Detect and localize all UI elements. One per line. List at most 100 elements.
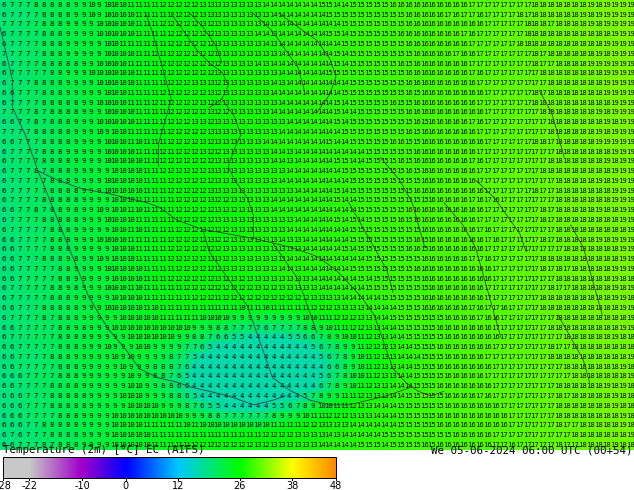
Text: 12: 12: [190, 442, 198, 448]
Text: 15: 15: [404, 119, 413, 125]
Text: 14: 14: [332, 129, 341, 135]
Text: 9: 9: [152, 393, 157, 399]
Text: 17: 17: [483, 71, 492, 76]
Text: 16: 16: [436, 168, 444, 174]
Text: 9: 9: [97, 188, 101, 194]
Text: 17: 17: [491, 207, 500, 213]
Text: 17: 17: [475, 168, 484, 174]
Text: 6: 6: [10, 207, 14, 213]
Text: 17: 17: [531, 197, 540, 203]
Text: 18: 18: [586, 256, 595, 262]
Text: 10: 10: [119, 12, 127, 18]
Text: 15: 15: [372, 207, 381, 213]
Text: 8: 8: [49, 31, 54, 37]
Text: 13: 13: [356, 305, 365, 311]
Text: 15: 15: [364, 12, 373, 18]
Text: 19: 19: [602, 61, 611, 67]
Text: 13: 13: [214, 217, 223, 223]
Text: 8: 8: [192, 334, 197, 341]
Text: 9: 9: [81, 158, 86, 164]
Text: 10: 10: [134, 188, 143, 194]
Text: 11: 11: [142, 276, 151, 282]
Text: 18: 18: [570, 393, 579, 399]
Text: 17: 17: [467, 41, 476, 47]
Text: 12: 12: [174, 237, 183, 243]
Text: 16: 16: [459, 413, 468, 418]
Text: 16: 16: [427, 22, 436, 27]
Text: 7: 7: [25, 403, 30, 409]
Text: 13: 13: [237, 99, 246, 106]
Text: 18: 18: [578, 129, 587, 135]
Text: 15: 15: [332, 109, 341, 116]
Text: 12: 12: [198, 178, 207, 184]
Text: 11: 11: [277, 305, 286, 311]
Text: 11: 11: [166, 442, 175, 448]
Text: 19: 19: [618, 295, 626, 301]
Text: 11: 11: [166, 197, 175, 203]
Text: 4: 4: [240, 383, 244, 389]
Text: 12: 12: [182, 266, 191, 272]
Text: 11: 11: [150, 237, 159, 243]
Text: 13: 13: [221, 148, 230, 154]
Text: 16: 16: [420, 31, 429, 37]
Text: 19: 19: [626, 217, 634, 223]
Text: 6: 6: [2, 217, 6, 223]
Text: 7: 7: [25, 315, 30, 321]
Text: 15: 15: [332, 31, 341, 37]
Text: 5: 5: [208, 403, 212, 409]
Text: 16: 16: [467, 246, 476, 252]
Text: 5: 5: [192, 393, 197, 399]
Text: 12: 12: [198, 442, 207, 448]
Text: 19: 19: [626, 80, 634, 86]
Text: 16: 16: [420, 41, 429, 47]
Text: 18: 18: [602, 344, 611, 350]
Text: 10: 10: [126, 324, 135, 331]
Text: 12: 12: [190, 109, 198, 116]
Text: 18: 18: [618, 334, 626, 341]
Text: 48: 48: [330, 481, 342, 490]
Text: 17: 17: [491, 148, 500, 154]
Text: 12: 12: [174, 197, 183, 203]
Text: 14: 14: [316, 197, 325, 203]
Text: 18: 18: [578, 139, 587, 145]
Text: 10: 10: [142, 442, 151, 448]
Text: 8: 8: [65, 217, 70, 223]
Text: 17: 17: [515, 2, 524, 8]
Text: 11: 11: [174, 432, 183, 438]
Text: 12: 12: [174, 12, 183, 18]
Text: 14: 14: [332, 256, 341, 262]
Text: 10: 10: [119, 139, 127, 145]
Text: 5: 5: [231, 334, 236, 341]
Text: 5: 5: [271, 403, 276, 409]
Text: 16: 16: [483, 442, 492, 448]
Text: 15: 15: [380, 158, 389, 164]
Text: 17: 17: [499, 197, 508, 203]
Text: 15: 15: [436, 354, 444, 360]
Text: 14: 14: [285, 207, 294, 213]
Text: 4: 4: [263, 393, 268, 399]
Text: 19: 19: [618, 217, 626, 223]
Text: 15: 15: [380, 246, 389, 252]
Text: 16: 16: [467, 373, 476, 379]
Text: 19: 19: [594, 12, 603, 18]
Text: 17: 17: [499, 364, 508, 369]
Text: 15: 15: [427, 315, 436, 321]
Text: 9: 9: [89, 373, 93, 379]
Text: 18: 18: [522, 31, 531, 37]
Text: 14: 14: [301, 217, 309, 223]
Text: 18: 18: [586, 80, 595, 86]
Text: 11: 11: [134, 109, 143, 116]
Text: 16: 16: [404, 246, 413, 252]
Text: 15: 15: [388, 168, 397, 174]
Text: 9: 9: [89, 276, 93, 282]
Text: 18: 18: [594, 188, 603, 194]
Text: 11: 11: [150, 12, 159, 18]
Text: 19: 19: [626, 324, 634, 331]
Text: 14: 14: [340, 109, 349, 116]
Text: 11: 11: [150, 178, 159, 184]
Text: 17: 17: [531, 158, 540, 164]
Text: 15: 15: [356, 12, 365, 18]
Text: 13: 13: [277, 80, 286, 86]
Text: 16: 16: [459, 129, 468, 135]
Text: 13: 13: [269, 71, 278, 76]
